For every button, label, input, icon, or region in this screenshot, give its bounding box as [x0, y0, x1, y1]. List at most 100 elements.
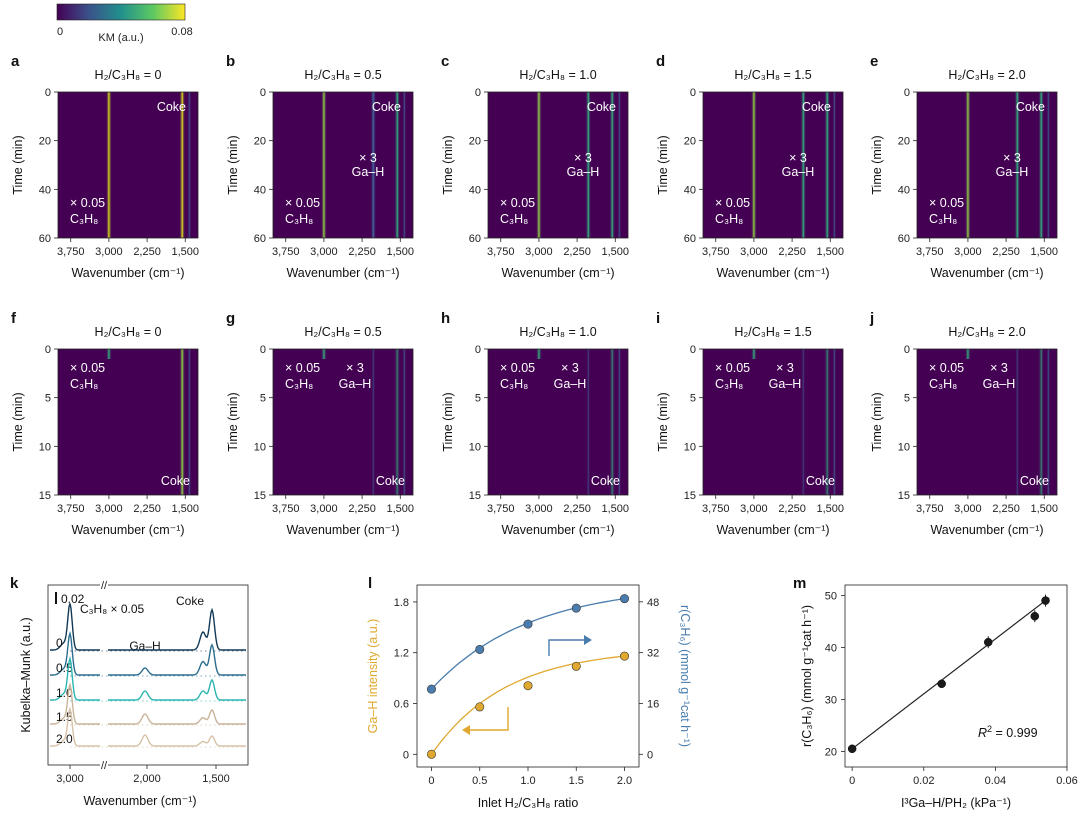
data-point-ga-h [620, 651, 630, 661]
label-c3h8: C₃H₈ [500, 212, 528, 226]
heatmap-frame [487, 348, 629, 496]
axis-break-gap [100, 762, 108, 768]
data-point-rate [426, 684, 436, 694]
y-tick-label: 20 [469, 136, 481, 148]
label-ga-h: Ga–H [983, 377, 1016, 391]
y-tick-label: 15 [469, 490, 481, 502]
y-right-tick-label: 0 [647, 749, 653, 761]
x-tick-label: 3,000 [95, 246, 123, 258]
data-point-rate [571, 603, 581, 613]
band-coke [394, 92, 401, 238]
heatmap-panel-e: e H₂/C₃H₈ = 2.0 Coke × 3Ga–H × 0.05 C₃H₈ 0 20 40… [870, 53, 1058, 280]
label-c3h8-mult: × 0.05 [929, 196, 964, 210]
heatmap-panel-j: j H₂/C₃H₈ = 2.0 × 0.05 C₃H₈ × 3 Ga–H Coke 0 5 10 1… [869, 310, 1058, 537]
heatmap-panel-d: d H₂/C₃H₈ = 1.5 Coke × 3Ga–H × 0.05 C₃H₈ 0 20 40… [656, 53, 844, 280]
panel-letter: c [441, 53, 449, 70]
label-c3h8: C₃H₈ [929, 212, 957, 226]
x-tick-label: 3,750 [916, 503, 944, 515]
heatmap-background [488, 349, 628, 495]
heatmap-background [917, 92, 1057, 238]
spectrum-trace-2.0 [50, 706, 246, 747]
y-tick-label: 5 [260, 393, 266, 405]
band-c3h8 [750, 349, 757, 359]
data-point [1041, 596, 1050, 605]
band-c3h8 [964, 92, 971, 238]
x-tick-label: 1.5 [569, 775, 584, 787]
y-tick-label: 0 [904, 344, 910, 356]
label-c3h8: C₃H₈ [715, 377, 743, 391]
heatmap-frame [57, 348, 199, 496]
y-tick-label: 15 [898, 490, 910, 502]
y-right-tick-label: 32 [647, 648, 659, 660]
label-c3h8-mult: × 0.05 [285, 361, 320, 375]
x-tick-label: 3,750 [702, 503, 730, 515]
band-coke [824, 349, 831, 495]
scale-bar-label: 0.02 [61, 592, 85, 606]
heatmap-panel-a: a H₂/C₃H₈ = 0 Coke × 0.05 C₃H₈ 0 20 40 60 3,750 3,… [11, 53, 199, 280]
x-tick-label: 1,500 [1031, 503, 1059, 515]
label-ga-h: Ga–H [554, 377, 587, 391]
label-ga-h-mult: × 3 [789, 151, 807, 165]
colorbar: 0 KM (a.u.) 0.08 [56, 3, 193, 44]
x-axis-label: Inlet H₂/C₃H₈ ratio [478, 796, 579, 810]
x-tick-label: 1,500 [202, 773, 230, 785]
y-axis-label: Time (min) [226, 135, 240, 194]
label-c3h8: C₃H₈ [500, 377, 528, 391]
arrowhead-right [584, 635, 592, 645]
linear-fit [851, 597, 1050, 750]
y-tick-label: 10 [684, 441, 696, 453]
label-ga-h: Ga–H [996, 165, 1029, 179]
x-tick-label: 0.02 [913, 775, 934, 787]
heatmap-panel-i: i H₂/C₃H₈ = 1.5 × 0.05 C₃H₈ × 3 Ga–H Coke 0 5 10 1… [656, 310, 844, 537]
spectrum-trace-1.0 [50, 655, 246, 701]
x-tick-label: 2,250 [133, 246, 161, 258]
plot-frame [416, 584, 640, 768]
x-tick-label: 1.0 [520, 775, 535, 787]
panel-letter: g [226, 310, 235, 327]
annotation-c3h8: C₃H₈ × 0.05 [80, 602, 145, 616]
label-ga-h-mult: × 3 [561, 361, 579, 375]
x-tick-label: 3,000 [56, 773, 84, 785]
panel-letter: a [11, 53, 20, 70]
plot-frame [844, 584, 1068, 768]
y-tick-label: 50 [825, 590, 837, 602]
colorbar-label: KM (a.u.) [98, 32, 143, 44]
spectrum-trace-0.5 [50, 630, 246, 676]
x-tick-label: 1,500 [387, 503, 415, 515]
x-tick-label: 3,000 [954, 246, 982, 258]
label-coke: Coke [806, 474, 835, 488]
label-coke: Coke [591, 474, 620, 488]
panel-l: l 0 0.5 1.0 1.5 2.0 0 0.6 1.2 1.8 0 16 32 48 Inlet H₂/… [366, 575, 692, 810]
band-c3h8 [105, 349, 112, 359]
data-point-ga-h [426, 749, 436, 759]
panel-letter: f [11, 310, 17, 327]
label-c3h8-mult: × 0.05 [715, 361, 750, 375]
label-c3h8-mult: × 0.05 [929, 361, 964, 375]
x-tick-label: 2,250 [563, 246, 591, 258]
x-tick-label: 3,000 [740, 503, 768, 515]
panel-title: H₂/C₃H₈ = 1.0 [519, 325, 596, 339]
panel-letter: d [656, 53, 665, 70]
panel-title: H₂/C₃H₈ = 0.5 [304, 325, 381, 339]
r-squared-label: R2 = 0.999 [978, 724, 1038, 740]
panel-letter: i [656, 310, 660, 327]
band-coke-secondary [1046, 92, 1051, 238]
y-tick-label: 40 [825, 642, 837, 654]
y-axis-label: Kubelka–Munk (a.u.) [19, 617, 33, 732]
heatmap-background [488, 92, 628, 238]
heatmap-frame [916, 91, 1058, 239]
x-axis-label: Wavenumber (cm⁻¹) [71, 266, 184, 280]
y-tick-label: 20 [684, 136, 696, 148]
x-axis-label: Wavenumber (cm⁻¹) [716, 523, 829, 537]
y-tick-label: 20 [898, 136, 910, 148]
axis-break-mark: // [101, 760, 108, 772]
y-tick-label: 40 [898, 184, 910, 196]
band-coke-secondary [617, 92, 622, 238]
x-tick-label: 0.06 [1056, 775, 1077, 787]
y-axis-label: Time (min) [870, 135, 884, 194]
x-tick-label: 3,000 [525, 246, 553, 258]
panel-letter: e [870, 53, 878, 70]
y-axis-label: Time (min) [11, 135, 25, 194]
band-c3h8 [535, 92, 542, 238]
